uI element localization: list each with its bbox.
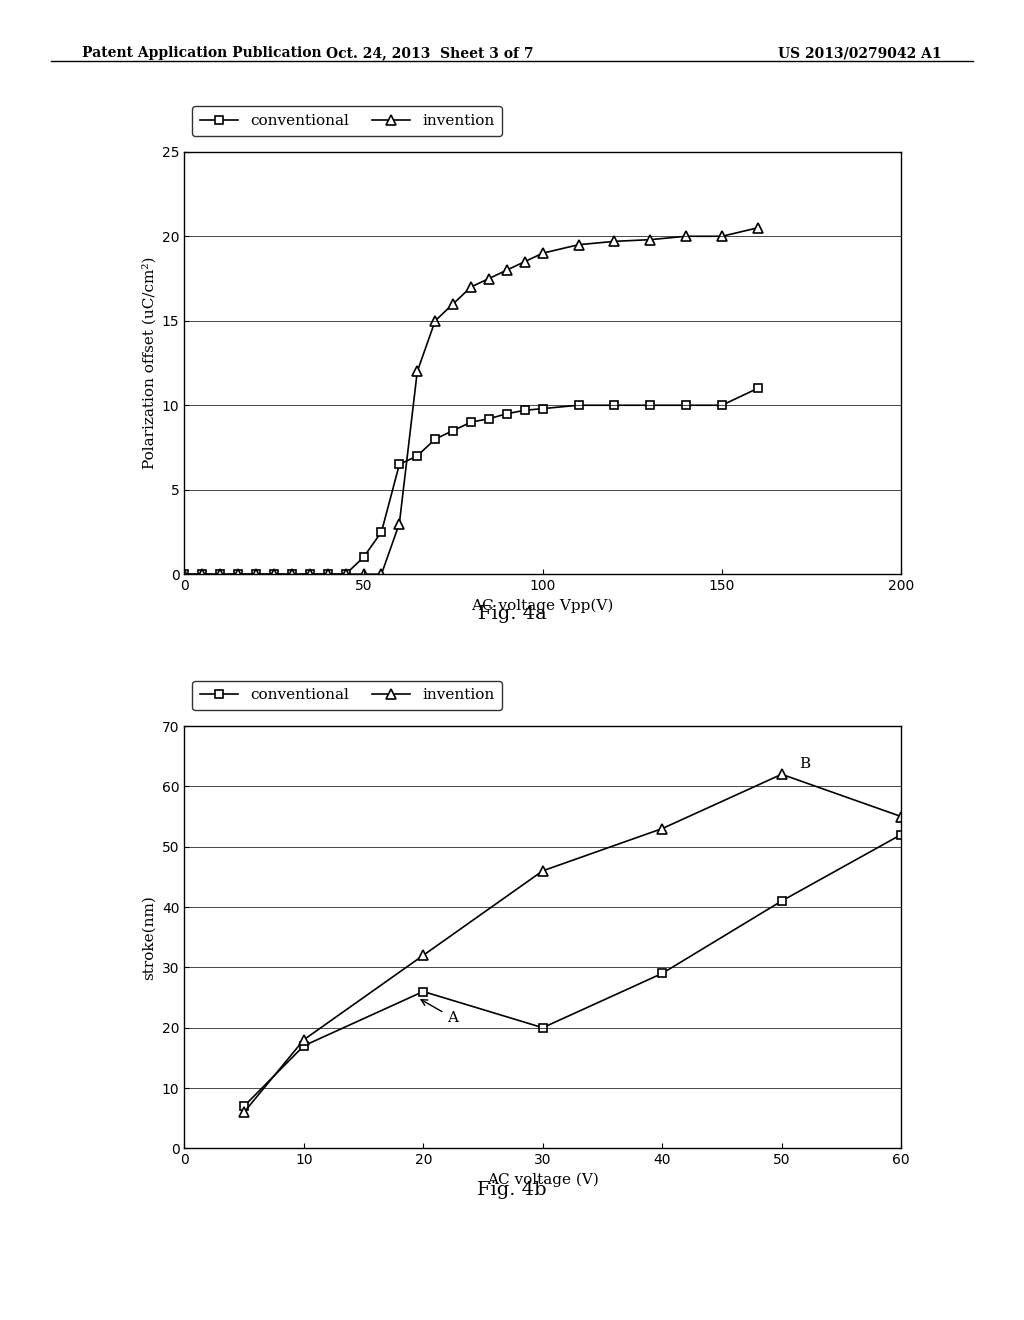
Legend: conventional, invention: conventional, invention: [191, 681, 502, 710]
Legend: conventional, invention: conventional, invention: [191, 107, 502, 136]
Y-axis label: stroke(nm): stroke(nm): [142, 895, 157, 979]
Text: Oct. 24, 2013  Sheet 3 of 7: Oct. 24, 2013 Sheet 3 of 7: [327, 46, 534, 61]
Text: A: A: [421, 999, 458, 1024]
Text: US 2013/0279042 A1: US 2013/0279042 A1: [778, 46, 942, 61]
Text: Fig. 4b: Fig. 4b: [477, 1181, 547, 1200]
X-axis label: AC voltage Vpp(V): AC voltage Vpp(V): [471, 598, 614, 612]
Text: Patent Application Publication: Patent Application Publication: [82, 46, 322, 61]
Text: Fig. 4a: Fig. 4a: [477, 605, 547, 623]
Y-axis label: Polarization offset (uC/cm²): Polarization offset (uC/cm²): [142, 257, 157, 469]
Text: B: B: [800, 758, 811, 771]
X-axis label: AC voltage (V): AC voltage (V): [486, 1172, 599, 1187]
